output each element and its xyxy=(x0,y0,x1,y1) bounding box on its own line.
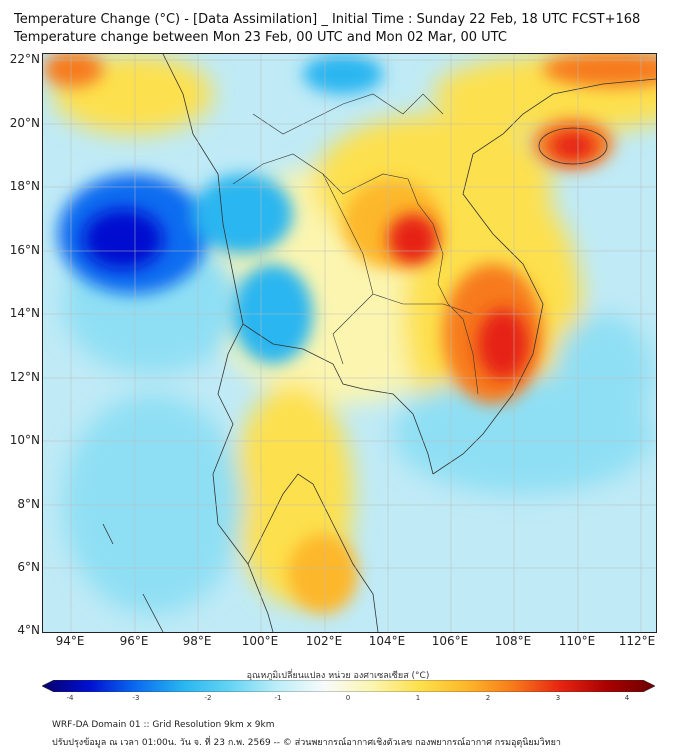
colorbar-title: อุณหภูมิเปลี่ยนแปลง หน่วย องศาเซลเซียส (… xyxy=(246,671,430,681)
lon-label: 104°E xyxy=(368,634,406,648)
coastlines xyxy=(102,54,656,632)
lon-label: 110°E xyxy=(558,634,596,648)
colorbar-tick: -4 xyxy=(66,694,74,702)
colorbar xyxy=(42,680,655,692)
colorbar-tick: 3 xyxy=(555,694,561,702)
chart-subtitle: Temperature change between Mon 23 Feb, 0… xyxy=(14,30,507,45)
graticule xyxy=(43,54,656,632)
chart-title: Temperature Change (°C) - [Data Assimila… xyxy=(14,12,641,27)
lon-label: 100°E xyxy=(241,634,279,648)
temperature-change-map[interactable] xyxy=(42,53,657,633)
lat-label: 12°N xyxy=(9,370,40,384)
lat-label: 22°N xyxy=(9,52,40,66)
map-canvas xyxy=(43,54,656,632)
lat-label: 14°N xyxy=(9,306,40,320)
footer-update-info: ปรับปรุงข้อมูล ณ เวลา 01:00น. วัน จ. ที่… xyxy=(52,738,561,748)
colorbar-tick: 1 xyxy=(415,694,421,702)
colorbar-tick: 4 xyxy=(624,694,630,702)
colorbar-tick: -1 xyxy=(274,694,282,702)
footer-domain-info: WRF-DA Domain 01 :: Grid Resolution 9km … xyxy=(52,720,275,730)
colorbar-tick: 2 xyxy=(485,694,491,702)
colorbar-tick: -2 xyxy=(204,694,212,702)
lat-label: 16°N xyxy=(9,243,40,257)
lon-label: 108°E xyxy=(494,634,532,648)
lat-label: 4°N xyxy=(17,623,40,637)
lon-label: 112°E xyxy=(618,634,656,648)
lat-label: 10°N xyxy=(9,433,40,447)
lon-label: 102°E xyxy=(305,634,343,648)
lon-label: 94°E xyxy=(55,634,85,648)
country-borders xyxy=(232,93,479,395)
colorbar-tick: -3 xyxy=(132,694,140,702)
lon-label: 98°E xyxy=(182,634,212,648)
lat-label: 8°N xyxy=(17,497,40,511)
lat-label: 18°N xyxy=(9,179,40,193)
colorbar-tick: 0 xyxy=(345,694,351,702)
lon-label: 106°E xyxy=(431,634,469,648)
lat-label: 20°N xyxy=(9,116,40,130)
lon-label: 96°E xyxy=(119,634,149,648)
lat-label: 6°N xyxy=(17,560,40,574)
